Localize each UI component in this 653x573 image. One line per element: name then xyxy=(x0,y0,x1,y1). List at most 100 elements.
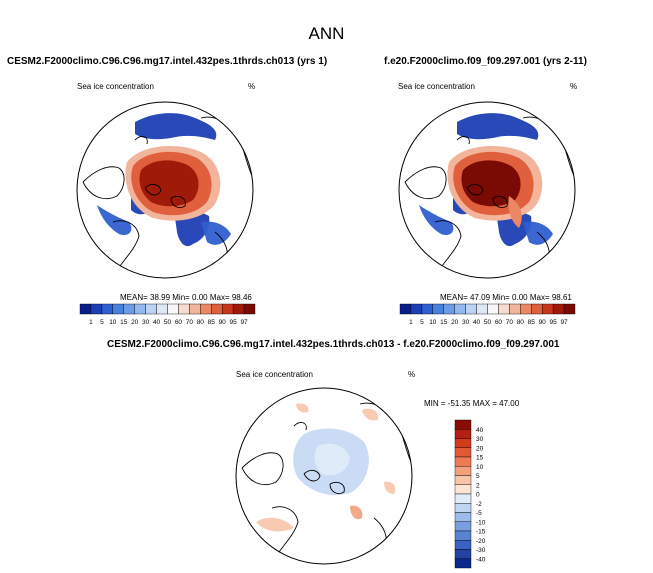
difference-colorbar-tick-label: 40 xyxy=(476,427,484,434)
test-colorbar-tick-label: 70 xyxy=(186,319,194,326)
difference-colorbar-tick-label: 2 xyxy=(476,482,480,489)
difference-colorbar-swatch xyxy=(454,419,472,430)
difference-colorbar-swatch xyxy=(454,540,472,550)
difference-polar-map xyxy=(235,387,413,565)
test-marginal-ice-area xyxy=(175,212,210,247)
difference-colorbar-swatch xyxy=(454,429,472,439)
test-colorbar-tick-label: 97 xyxy=(240,319,248,326)
difference-difference-area xyxy=(362,408,379,421)
reference-stats: MEAN= 47.09 Min= 0.00 Max= 98.61 xyxy=(440,293,572,302)
test-variable-label: Sea ice concentration xyxy=(77,82,154,91)
reference-coastline xyxy=(404,166,447,200)
reference-colorbar-swatch xyxy=(432,303,444,315)
test-colorbar-tick-label: 1 xyxy=(89,319,93,326)
difference-colorbar-tick-label: -2 xyxy=(476,501,482,508)
difference-variable-label: Sea ice concentration xyxy=(236,370,313,379)
test-coastline xyxy=(170,195,186,209)
reference-colorbar-tick-label: 40 xyxy=(473,319,481,326)
difference-colorbar-tick-label: -15 xyxy=(476,529,486,536)
difference-difference-area xyxy=(314,443,350,476)
test-panel-title: CESM2.F2000climo.C96.C96.mg17.intel.432p… xyxy=(7,56,328,67)
test-colorbar-tick-label: 95 xyxy=(230,319,238,326)
test-map-boundary xyxy=(76,101,254,279)
reference-polar-map xyxy=(398,101,576,279)
reference-colorbar-swatch xyxy=(520,303,532,315)
difference-colorbar-swatch xyxy=(454,438,472,448)
test-colorbar-tick-label: 90 xyxy=(219,319,227,326)
reference-variable-label: Sea ice concentration xyxy=(398,82,475,91)
difference-colorbar-tick-label: -5 xyxy=(476,510,482,517)
reference-colorbar-swatch xyxy=(421,303,434,315)
test-colorbar-swatch xyxy=(200,303,212,315)
difference-coastline xyxy=(293,422,307,431)
reference-colorbar-tick-label: 50 xyxy=(484,319,492,326)
reference-colorbar-tick-label: 90 xyxy=(539,319,547,326)
test-colorbar-swatch xyxy=(134,303,146,315)
reference-colorbar-swatch xyxy=(541,303,554,315)
difference-colorbar-tick-label: 15 xyxy=(476,455,484,462)
difference-colorbar-swatch xyxy=(454,493,472,504)
difference-colorbar-swatch xyxy=(454,475,472,485)
reference-colorbar-swatch xyxy=(410,303,423,315)
reference-colorbar-swatch xyxy=(399,303,412,315)
reference-units-label: % xyxy=(570,82,578,91)
reference-colorbar-tick-label: 1 xyxy=(409,319,413,326)
reference-marginal-ice-area xyxy=(497,212,532,247)
difference-colorbar-tick-label: 30 xyxy=(476,436,484,443)
reference-coastline xyxy=(434,220,462,277)
test-colorbar-swatch xyxy=(79,303,92,315)
difference-colorbar-swatch xyxy=(454,466,472,476)
difference-difference-area xyxy=(350,505,363,520)
reference-colorbar-swatch xyxy=(531,303,543,315)
reference-colorbar-tick-label: 20 xyxy=(451,319,459,326)
difference-coastline xyxy=(329,481,345,495)
reference-marginal-ice-area xyxy=(419,205,454,236)
reference-marginal-ice-area xyxy=(457,113,539,140)
main-title: ANN xyxy=(308,24,345,43)
reference-coastline xyxy=(492,195,508,209)
reference-panel-title: f.e20.F2000climo.f09_f09.297.001 (yrs 2-… xyxy=(384,56,587,67)
reference-colorbar-tick-label: 15 xyxy=(440,319,448,326)
difference-colorbar-tick-label: -30 xyxy=(476,547,486,554)
test-colorbar-tick-label: 20 xyxy=(131,319,139,326)
difference-coastline xyxy=(241,452,284,486)
reference-colorbar-tick-label: 70 xyxy=(506,319,514,326)
reference-colorbar-tick-label: 97 xyxy=(560,319,568,326)
difference-difference-area xyxy=(384,481,396,494)
difference-colorbar-tick-label: -20 xyxy=(476,538,486,545)
reference-colorbar-tick-label: 80 xyxy=(517,319,525,326)
difference-coastline xyxy=(271,506,299,563)
test-colorbar-swatch xyxy=(243,303,256,315)
difference-colorbar-swatch xyxy=(454,521,472,532)
difference-map-boundary xyxy=(235,387,413,565)
test-coastline xyxy=(144,183,162,196)
test-coastline xyxy=(134,136,148,145)
test-coastline xyxy=(82,166,125,200)
test-colorbar-tick-label: 5 xyxy=(100,319,104,326)
test-colorbar-swatch xyxy=(145,303,157,315)
difference-colorbar-tick-label: -10 xyxy=(476,519,486,526)
test-colorbar-tick-label: 80 xyxy=(197,319,205,326)
test-colorbar-tick-label: 60 xyxy=(175,319,183,326)
test-colorbar-tick-label: 50 xyxy=(164,319,172,326)
reference-colorbar-swatch xyxy=(454,303,466,315)
test-colorbar-tick-label: 40 xyxy=(153,319,161,326)
difference-colorbar-swatch xyxy=(454,484,472,495)
difference-stats: MIN = -51.35 MAX = 47.00 xyxy=(424,399,520,408)
test-colorbar-swatch xyxy=(156,303,168,315)
test-colorbar-swatch xyxy=(123,303,135,315)
test-colorbar-tick-label: 30 xyxy=(142,319,150,326)
reference-colorbar: 1 5 10 15 20 30 40 50 60 70 80 85 90 95 97 xyxy=(399,303,576,326)
difference-colorbar-swatch xyxy=(454,512,472,522)
difference-colorbar-swatch xyxy=(454,447,472,458)
difference-colorbar-tick-label: 0 xyxy=(476,492,480,499)
test-colorbar-swatch xyxy=(211,303,223,315)
test-colorbar-swatch xyxy=(178,303,190,315)
reference-map-boundary xyxy=(398,101,576,279)
reference-colorbar-tick-label: 10 xyxy=(429,319,437,326)
test-colorbar-tick-label: 85 xyxy=(208,319,216,326)
difference-colorbar-swatch xyxy=(454,456,472,467)
difference-colorbar-tick-label: -40 xyxy=(476,556,486,563)
difference-panel-title: CESM2.F2000climo.C96.C96.mg17.intel.432p… xyxy=(107,339,560,350)
